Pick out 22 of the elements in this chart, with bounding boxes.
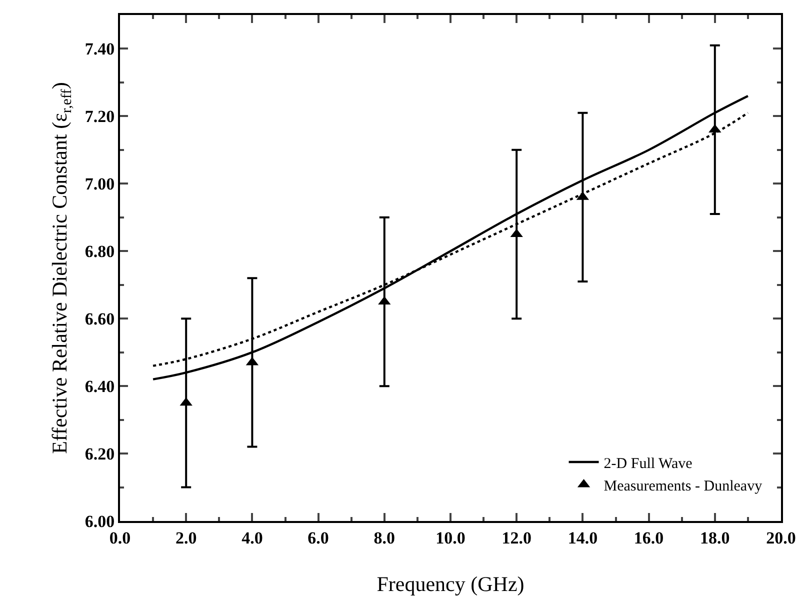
x-tick-label: 4.0	[242, 528, 263, 548]
legend-label: Measurements - Dunleavy	[604, 478, 763, 494]
y-tick-label: 6.20	[84, 444, 115, 464]
y-tick-label: 6.60	[84, 310, 115, 329]
x-axis-title: Frequency (GHz)	[376, 572, 524, 596]
legend-label: 2-D Full Wave	[604, 456, 693, 472]
x-tick-label: 12.0	[502, 528, 532, 548]
y-tick-label: 6.40	[84, 377, 115, 396]
x-tick-label: 2.0	[175, 528, 197, 548]
y-tick-label: 7.40	[84, 40, 115, 59]
x-tick-label: 18.0	[700, 528, 730, 548]
x-tick-label: 6.0	[308, 528, 329, 548]
y-tick-label: 7.00	[84, 174, 115, 194]
y-tick-label: 6.80	[84, 242, 115, 262]
x-tick-label: 0.0	[109, 528, 131, 548]
x-tick-label: 8.0	[374, 528, 396, 548]
x-tick-label: 10.0	[436, 528, 466, 548]
y-tick-label: 6.00	[84, 512, 115, 531]
y-tick-label: 7.20	[84, 107, 115, 126]
x-tick-label: 14.0	[568, 528, 598, 548]
x-tick-label: 16.0	[634, 528, 664, 548]
x-tick-label: 20.0	[766, 528, 796, 548]
